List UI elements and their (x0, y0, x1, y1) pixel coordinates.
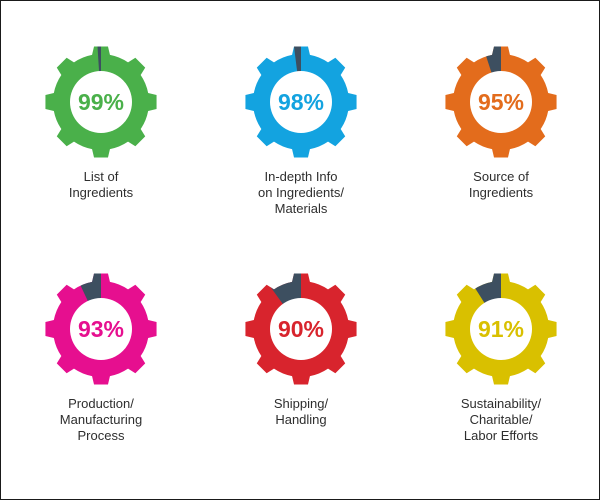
gauge-label: Sustainability/ Charitable/ Labor Effort… (460, 396, 542, 443)
gear-icon: 95% (444, 45, 558, 159)
gear-icon: 91% (444, 272, 558, 386)
gear-center (70, 71, 132, 133)
gear-center (270, 71, 332, 133)
gauge-remaining-portion (445, 273, 501, 329)
gear-center (470, 71, 532, 133)
gauge-label: Production/ Manufacturing Process (59, 396, 143, 443)
gauge-value: 91% (478, 316, 524, 342)
gear-center (270, 298, 332, 360)
gear-icon: 98% (244, 45, 358, 159)
gauge-shipping-handling: 90% Shipping/ Handling (201, 272, 401, 499)
gauge-remaining-portion (49, 273, 101, 329)
gauge-value: 93% (78, 316, 124, 342)
gear-icon: 99% (44, 45, 158, 159)
gauge-list-of-ingredients: 99% List of Ingredients (1, 45, 201, 275)
gauge-remaining-portion (463, 46, 501, 102)
gear-icon: 93% (44, 272, 158, 386)
gauge-value: 99% (78, 89, 124, 115)
gauge-label: List of Ingredients (68, 169, 134, 200)
gauge-production-manufacturing: 93% Production/ Manufacturing Process (1, 272, 201, 499)
gauge-value: 95% (478, 89, 524, 115)
gauge-label: Source of Ingredients (468, 169, 534, 200)
gauge-value: 90% (278, 316, 324, 342)
gear-center (70, 298, 132, 360)
gauge-label: In-depth Info on Ingredients/ Materials (257, 169, 344, 216)
gear-icon: 90% (244, 272, 358, 386)
gauge-label: Shipping/ Handling (273, 396, 329, 427)
gauge-source-of-ingredients: 95% Source of Ingredients (401, 45, 599, 275)
gauge-remaining-portion (245, 273, 301, 329)
gauge-value: 98% (278, 89, 324, 115)
gauge-in-depth-info: 98% In-depth Info on Ingredients/ Materi… (201, 45, 401, 275)
gear-center (470, 298, 532, 360)
gauge-sustainability: 91% Sustainability/ Charitable/ Labor Ef… (401, 272, 599, 499)
